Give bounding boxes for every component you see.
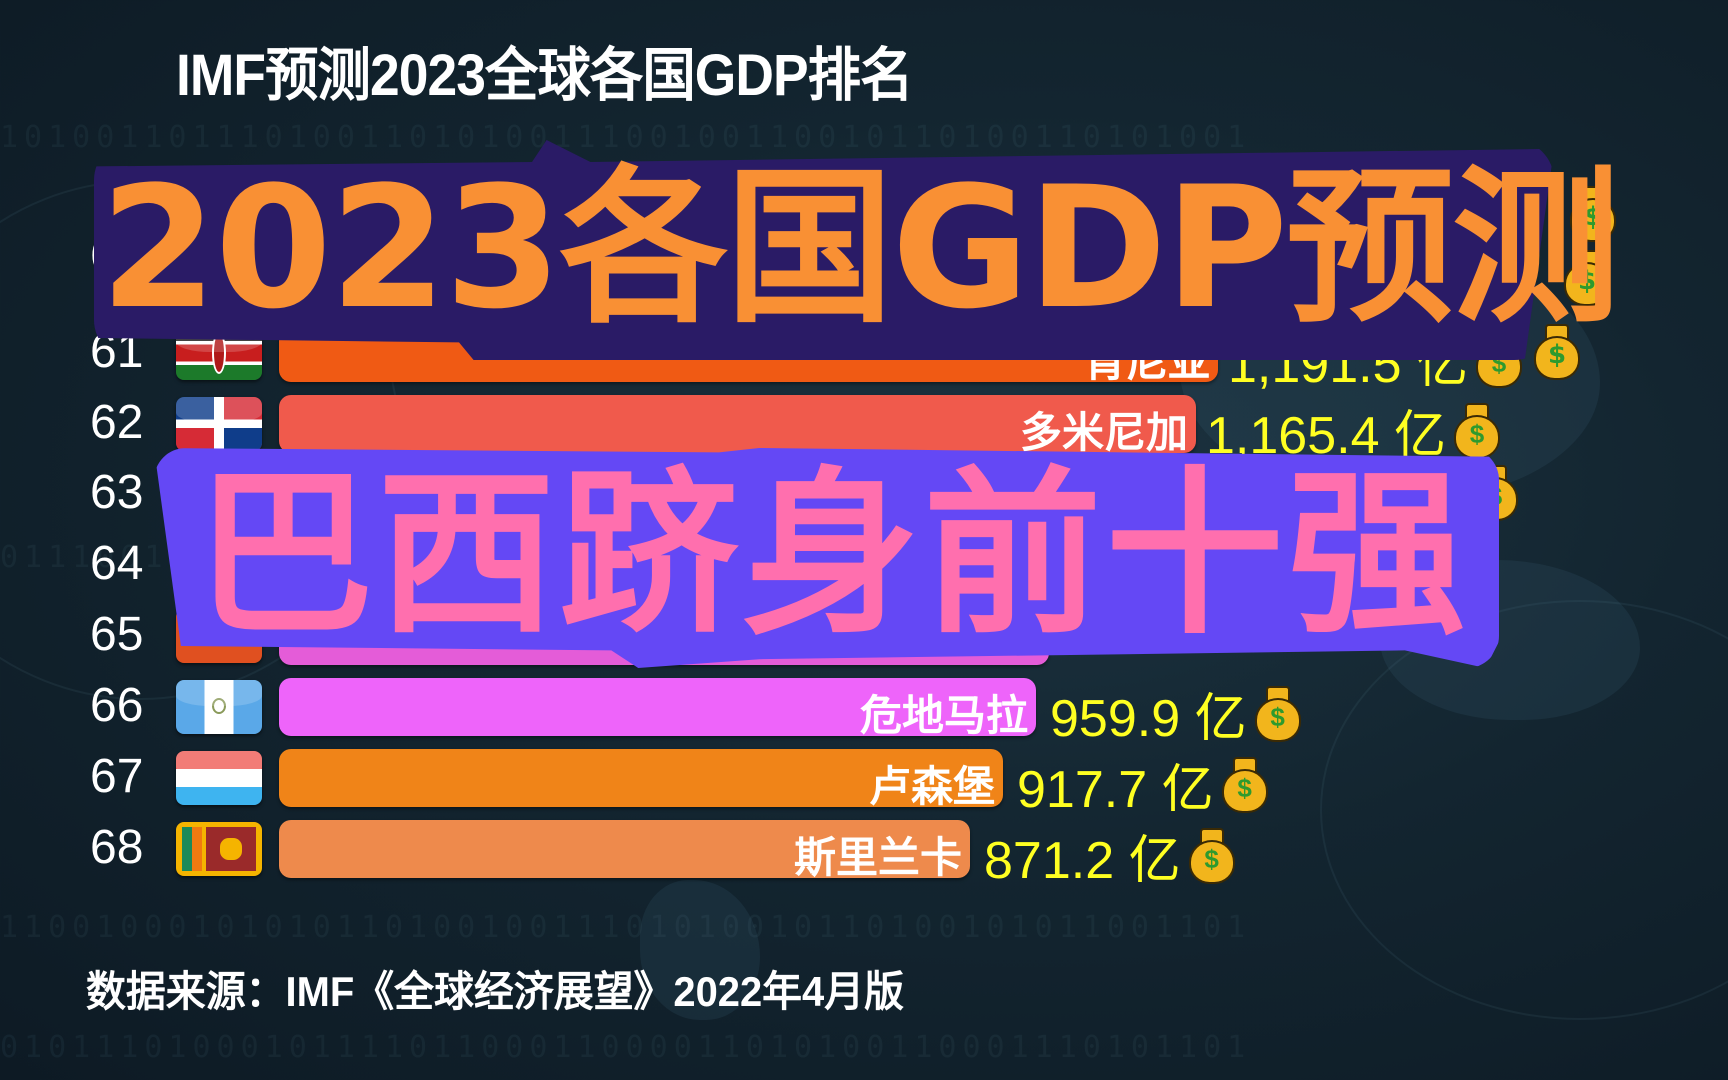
chart-row: 62 多米尼加 1,165.4 亿 $ [0, 393, 1728, 465]
rank-number: 64 [90, 537, 144, 590]
country-label: 危地马拉 [859, 691, 1028, 740]
value-text: 871.2 亿 [984, 832, 1181, 890]
country-label: 卢森堡 [868, 762, 995, 811]
binary-pattern: 1010011011101001101010011100100110010110… [0, 120, 1252, 155]
luxembourg-flag-icon [176, 751, 262, 805]
bar: 多米尼加 [279, 395, 1196, 457]
subheadline-sticker: 巴西跻身前十强 [195, 451, 1470, 658]
money-bag-icon: $ [1532, 322, 1582, 382]
money-bag-icon: $ [1253, 684, 1303, 744]
gdp-value: 959.9 亿 $ [1050, 676, 1303, 751]
chart-row: 67 卢森堡 917.7 亿 $ [0, 747, 1728, 819]
guatemala-flag-icon [176, 680, 262, 734]
money-bag-icon: $ [1568, 184, 1618, 244]
dominican-republic-flag-icon [176, 397, 262, 451]
rank-number: 68 [90, 821, 144, 874]
bar: 危地马拉 [279, 678, 1036, 740]
chart-title: IMF预测2023全球各国GDP排名 [176, 43, 913, 108]
value-text: 917.7 亿 [1017, 761, 1214, 819]
rank-number: 65 [90, 608, 144, 661]
country-label: 多米尼加 [1019, 408, 1188, 457]
rank-number: 67 [90, 750, 144, 803]
bar: 卢森堡 [279, 749, 1003, 811]
binary-pattern: 0101110100010111101100011000011010100110… [0, 1030, 1252, 1065]
money-bag-icon: $ [1220, 755, 1270, 815]
money-bag-icon: $ [1452, 401, 1502, 461]
chart-row: 66 危地马拉 959.9 亿 $ [0, 676, 1728, 748]
gdp-value: 871.2 亿 $ [984, 818, 1237, 893]
gdp-value: 917.7 亿 $ [1017, 747, 1270, 822]
subheadline-sticker-background [154, 448, 1499, 668]
value-text: 959.9 亿 [1050, 690, 1247, 748]
data-source: 数据来源：IMF《全球经济展望》2022年4月版 [86, 968, 905, 1015]
world-map-silhouette [640, 880, 760, 1020]
country-label: 斯里兰卡 [793, 833, 962, 882]
chart-row: 68 斯里兰卡 871.2 亿 $ [0, 818, 1728, 890]
bar: 斯里兰卡 [279, 820, 970, 882]
rank-number: 63 [90, 466, 144, 519]
sri-lanka-flag-icon [176, 822, 262, 876]
headline-sticker-background [94, 140, 1554, 360]
binary-pattern: 1100100010101011010010011101010010110100… [0, 910, 1252, 945]
headline-sticker: 2023各国GDP预测 [100, 150, 1620, 346]
money-bag-icon: $ [1187, 826, 1237, 886]
rank-number: 62 [90, 396, 144, 449]
money-bag-icon: $ [1562, 248, 1612, 308]
rank-number: 66 [90, 679, 144, 732]
